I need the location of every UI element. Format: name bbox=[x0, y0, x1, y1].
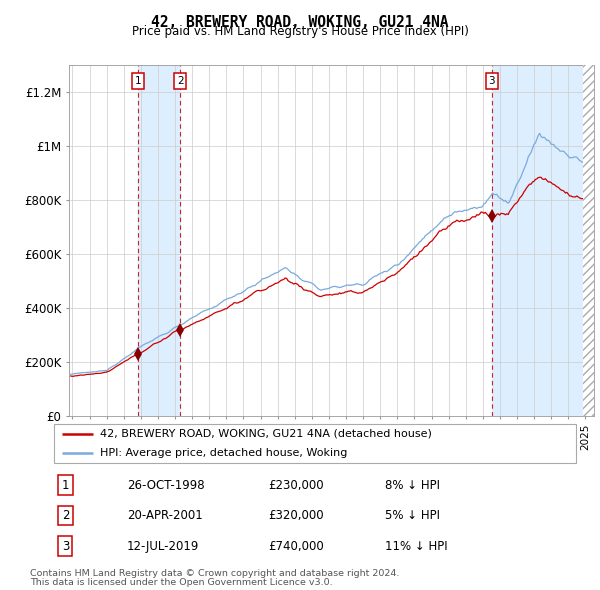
FancyBboxPatch shape bbox=[54, 424, 576, 463]
Bar bbox=[583, 65, 594, 416]
Text: 42, BREWERY ROAD, WOKING, GU21 4NA (detached house): 42, BREWERY ROAD, WOKING, GU21 4NA (deta… bbox=[100, 429, 432, 439]
Text: 12-JUL-2019: 12-JUL-2019 bbox=[127, 540, 199, 553]
Text: £320,000: £320,000 bbox=[268, 509, 323, 522]
Bar bbox=[492, 65, 594, 416]
Text: 1: 1 bbox=[62, 478, 69, 491]
Text: Price paid vs. HM Land Registry's House Price Index (HPI): Price paid vs. HM Land Registry's House … bbox=[131, 25, 469, 38]
Text: 26-OCT-1998: 26-OCT-1998 bbox=[127, 478, 205, 491]
Text: 2: 2 bbox=[62, 509, 69, 522]
Text: 42, BREWERY ROAD, WOKING, GU21 4NA: 42, BREWERY ROAD, WOKING, GU21 4NA bbox=[151, 15, 449, 30]
Text: 2: 2 bbox=[177, 76, 184, 86]
Text: 5% ↓ HPI: 5% ↓ HPI bbox=[385, 509, 440, 522]
Text: £740,000: £740,000 bbox=[268, 540, 324, 553]
Text: 8% ↓ HPI: 8% ↓ HPI bbox=[385, 478, 440, 491]
Text: £230,000: £230,000 bbox=[268, 478, 323, 491]
Text: 3: 3 bbox=[62, 540, 69, 553]
Text: This data is licensed under the Open Government Licence v3.0.: This data is licensed under the Open Gov… bbox=[30, 578, 332, 587]
Bar bbox=[138, 65, 180, 416]
Text: HPI: Average price, detached house, Woking: HPI: Average price, detached house, Woki… bbox=[100, 448, 347, 458]
Text: 1: 1 bbox=[134, 76, 141, 86]
Text: Contains HM Land Registry data © Crown copyright and database right 2024.: Contains HM Land Registry data © Crown c… bbox=[30, 569, 400, 578]
Text: 3: 3 bbox=[488, 76, 495, 86]
Text: 20-APR-2001: 20-APR-2001 bbox=[127, 509, 203, 522]
Text: 11% ↓ HPI: 11% ↓ HPI bbox=[385, 540, 448, 553]
